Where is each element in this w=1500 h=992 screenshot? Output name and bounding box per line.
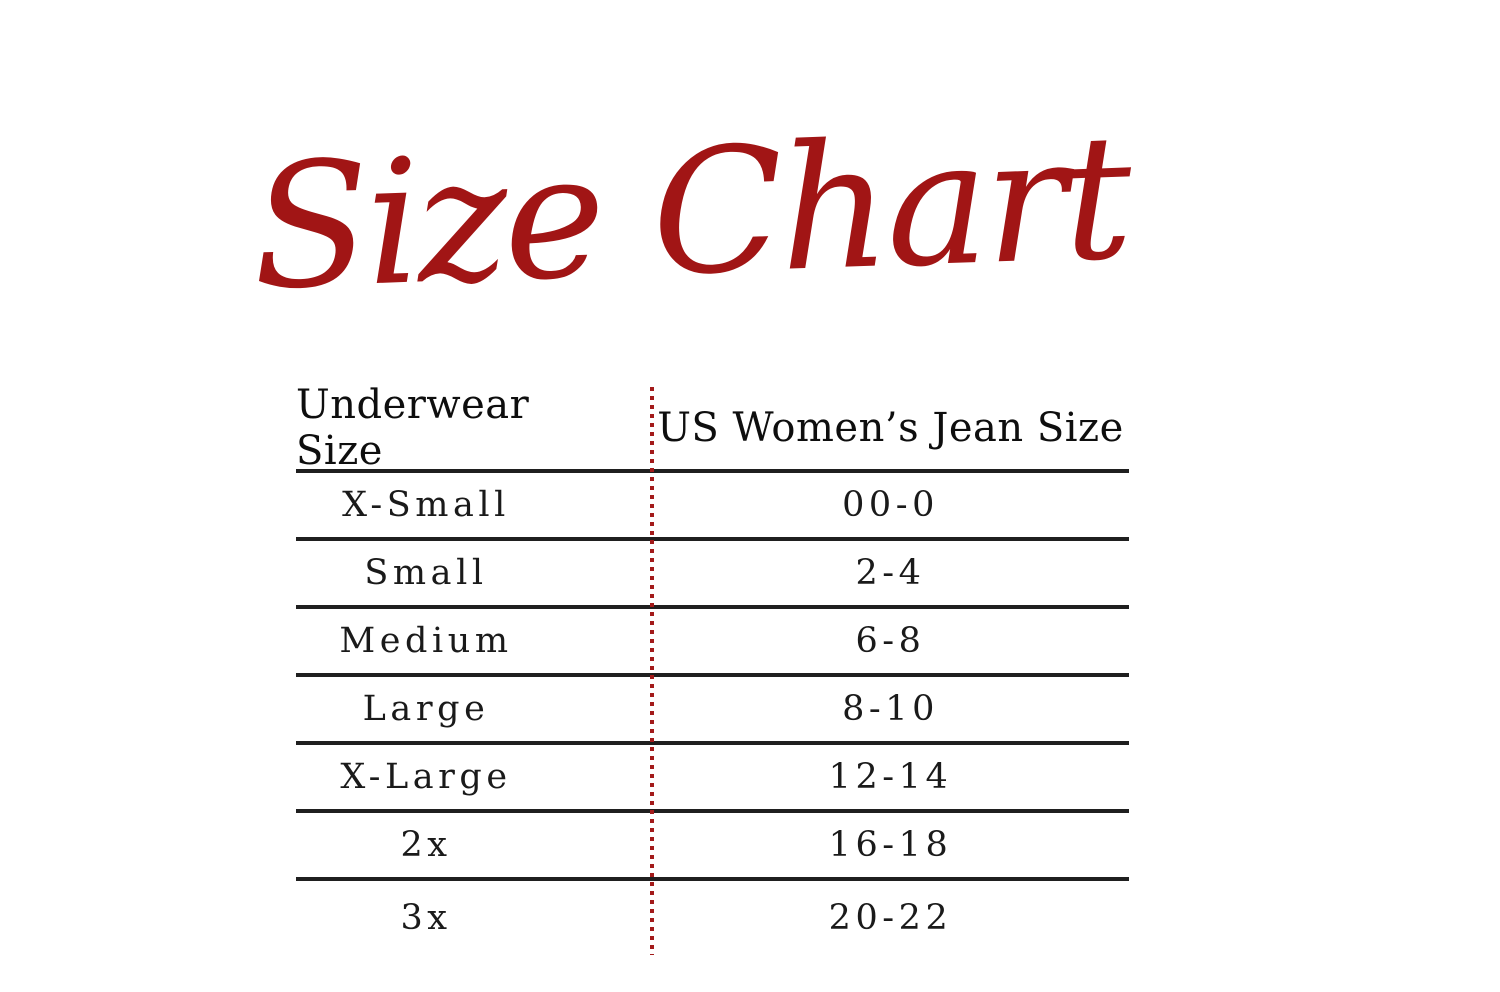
- jean-size-cell: 2-4: [855, 553, 926, 593]
- jean-size-cell: 8-10: [842, 689, 939, 729]
- underwear-size-cell: Small: [364, 553, 488, 593]
- underwear-size-cell: Large: [362, 689, 490, 729]
- underwear-size-cell: X-Large: [340, 757, 512, 797]
- jean-size-cell: 20-22: [828, 898, 953, 938]
- column-header-underwear-size: Underwear Size: [296, 382, 530, 474]
- table-header-row: Underwear Size US Women’s Jean Size: [296, 382, 1129, 474]
- table-row: Small 2-4: [296, 537, 1129, 605]
- page-title: Size Chart: [248, 96, 1132, 328]
- jean-size-cell: 6-8: [855, 621, 926, 661]
- underwear-size-cell: 2x: [400, 825, 452, 865]
- table-row: 3x 20-22: [296, 877, 1129, 955]
- table-row: X-Large 12-14: [296, 741, 1129, 809]
- underwear-size-cell: 3x: [400, 898, 452, 938]
- jean-size-cell: 00-0: [842, 485, 939, 525]
- underwear-size-cell: Medium: [339, 621, 513, 661]
- table-row: Large 8-10: [296, 673, 1129, 741]
- table-row: Medium 6-8: [296, 605, 1129, 673]
- underwear-size-cell: X-Small: [342, 485, 510, 525]
- column-divider-dotted-line: [650, 387, 654, 955]
- size-chart-table: Underwear Size US Women’s Jean Size X-Sm…: [296, 382, 1129, 955]
- table-row: 2x 16-18: [296, 809, 1129, 877]
- table-row: X-Small 00-0: [296, 469, 1129, 537]
- jean-size-cell: 16-18: [828, 825, 953, 865]
- jean-size-cell: 12-14: [828, 757, 953, 797]
- column-header-jean-size: US Women’s Jean Size: [657, 405, 1124, 451]
